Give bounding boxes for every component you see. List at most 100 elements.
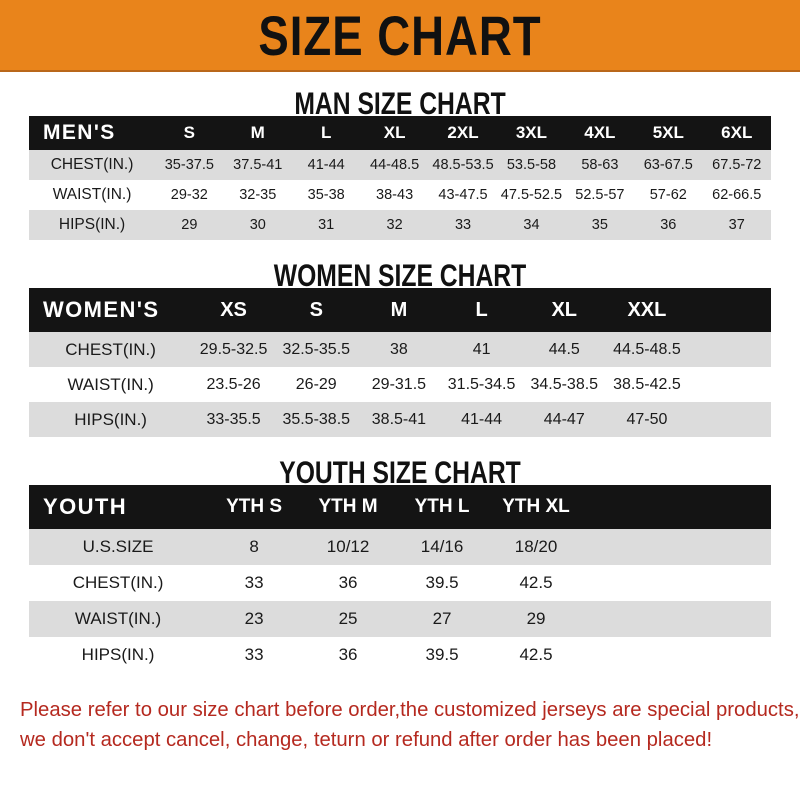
measurement-cell: 41-44 — [461, 410, 503, 428]
measurement-cell: 36 — [660, 217, 677, 233]
measurement-cell-empty — [583, 529, 677, 565]
measurement-cell: 43-47.5 — [438, 187, 488, 203]
size-column-header: 2XL — [447, 123, 479, 142]
measurement-cell: 62-66.5 — [712, 187, 762, 203]
measurement-cell: 41 — [472, 340, 491, 358]
measurement-cell: 33 — [454, 217, 472, 233]
size-column-header: YTH L — [414, 496, 470, 517]
size-column-header: M — [390, 298, 408, 321]
measurement-cell-empty — [677, 637, 771, 673]
row-label: CHEST(IN.) — [65, 339, 156, 359]
table-row: HIPS(IN.) 33 36 39.5 42.5 — [29, 637, 771, 673]
size-column-header: XL — [551, 298, 578, 321]
measurement-cell: 34.5-38.5 — [530, 375, 599, 393]
measurement-cell: 39.5 — [425, 573, 459, 592]
measurement-cell: 23 — [244, 609, 264, 628]
table-header-label-man: MEN'S — [43, 121, 116, 144]
measurement-cell: 44-48.5 — [370, 157, 420, 173]
measurement-cell: 26-29 — [295, 375, 337, 393]
measurement-cell: 31 — [318, 217, 335, 233]
measurement-cell: 32.5-35.5 — [282, 340, 351, 358]
measurement-cell: 41-44 — [307, 157, 345, 173]
measurement-cell: 36 — [338, 573, 358, 592]
size-column-header-empty — [677, 485, 771, 529]
measurement-cell: 10/12 — [326, 537, 370, 556]
section-title-women: WOMEN SIZE CHART — [273, 257, 527, 293]
table-row: WAIST(IN.) 23 25 27 29 — [29, 601, 771, 637]
table-man: MEN'S S M L XL 2XL 3XL 4XL 5XL 6XL CHEST(IN.) 35-37… — [29, 116, 771, 240]
table-row: HIPS(IN.) 33-35.5 35.5-38.5 38.5-41 41-44 44-… — [29, 402, 771, 437]
size-column-header: XXL — [627, 298, 667, 321]
measurement-cell-empty — [583, 637, 677, 673]
table-header-row-man: MEN'S S M L XL 2XL 3XL 4XL 5XL 6XL — [29, 116, 771, 150]
measurement-cell: 35-37.5 — [164, 157, 214, 173]
measurement-cell: 29 — [181, 217, 198, 233]
row-label: CHEST(IN.) — [72, 573, 164, 592]
measurement-cell: 33 — [244, 645, 264, 664]
measurement-cell: 38.5-42.5 — [613, 375, 681, 393]
measurement-cell: 47.5-52.5 — [500, 187, 563, 203]
measurement-cell: 32 — [386, 217, 403, 233]
measurement-cell: 25 — [338, 609, 358, 628]
measurement-cell: 31.5-34.5 — [447, 375, 516, 393]
table-row: CHEST(IN.) 33 36 39.5 42.5 — [29, 565, 771, 601]
order-notice: Please refer to our size chart before or… — [20, 673, 800, 754]
size-column-header: XS — [220, 298, 247, 321]
page-title: SIZE CHART — [258, 3, 542, 67]
table-row: WAIST(IN.) 29-32 32-35 35-38 38-43 43-47.5 47.… — [29, 180, 771, 210]
measurement-cell: 35.5-38.5 — [282, 410, 351, 428]
measurement-cell: 29.5-32.5 — [199, 340, 268, 358]
row-label: U.S.SIZE — [82, 537, 154, 556]
size-column-header-empty — [688, 288, 771, 332]
measurement-cell: 30 — [249, 217, 266, 233]
measurement-cell: 35-38 — [307, 187, 345, 203]
size-column-header: S — [309, 298, 323, 321]
size-column-header: 5XL — [652, 123, 684, 142]
size-column-header: S — [183, 123, 195, 142]
table-header-row-women: WOMEN'S XS S M L XL XXL — [29, 288, 771, 332]
measurement-cell: 42.5 — [519, 645, 553, 664]
size-column-header: YTH S — [226, 496, 283, 517]
measurement-cell-empty — [688, 332, 771, 367]
row-label: WAIST(IN.) — [74, 609, 162, 628]
size-column-header: 6XL — [721, 123, 753, 142]
measurement-cell: 37 — [728, 217, 745, 233]
section-title-man: MAN SIZE CHART — [294, 85, 506, 121]
row-label: WAIST(IN.) — [52, 186, 132, 203]
measurement-cell: 57-62 — [649, 187, 687, 203]
measurement-cell: 8 — [249, 537, 259, 556]
measurement-cell: 37.5-41 — [233, 157, 283, 173]
measurement-cell: 23.5-26 — [206, 375, 261, 393]
measurement-cell: 38-43 — [376, 187, 414, 203]
section-women: WOMEN SIZE CHART WOMEN'S XS S M L XL XXL CHEST(… — [0, 240, 800, 437]
size-column-header: L — [475, 298, 488, 321]
table-row: CHEST(IN.) 29.5-32.5 32.5-35.5 38 41 44.5 44.5… — [29, 332, 771, 367]
size-column-header: M — [250, 123, 265, 142]
measurement-cell: 14/16 — [420, 537, 464, 556]
table-women: WOMEN'S XS S M L XL XXL CHEST(IN.) 29.5-32.5 32.5… — [29, 288, 771, 437]
size-column-header: YTH XL — [502, 496, 570, 517]
measurement-cell: 44.5 — [548, 340, 580, 358]
table-row: HIPS(IN.) 29 30 31 32 33 34 35 36 37 — [29, 210, 771, 240]
measurement-cell-empty — [688, 402, 771, 437]
size-column-header: L — [320, 123, 332, 142]
measurement-cell: 27 — [432, 609, 452, 628]
section-man: MAN SIZE CHART MEN'S S M L XL 2XL 3XL 4XL 5XL 6XL… — [0, 72, 800, 240]
order-notice-line-2: we don't accept cancel, change, teturn o… — [20, 727, 713, 751]
measurement-cell-empty — [677, 601, 771, 637]
measurement-cell: 52.5-57 — [575, 187, 625, 203]
banner: SIZE CHART — [0, 0, 800, 72]
row-label: HIPS(IN.) — [74, 409, 147, 429]
row-label: WAIST(IN.) — [67, 374, 154, 394]
measurement-cell: 47-50 — [626, 410, 668, 428]
measurement-cell: 38.5-41 — [371, 410, 427, 428]
row-label: HIPS(IN.) — [81, 645, 155, 664]
measurement-cell: 39.5 — [425, 645, 459, 664]
measurement-cell: 29 — [526, 609, 546, 628]
measurement-cell: 18/20 — [514, 537, 558, 556]
size-column-header: 4XL — [584, 123, 616, 142]
measurement-cell: 32-35 — [239, 187, 277, 203]
order-notice-line-1: Please refer to our size chart before or… — [20, 698, 800, 721]
measurement-cell: 44-47 — [543, 410, 585, 428]
